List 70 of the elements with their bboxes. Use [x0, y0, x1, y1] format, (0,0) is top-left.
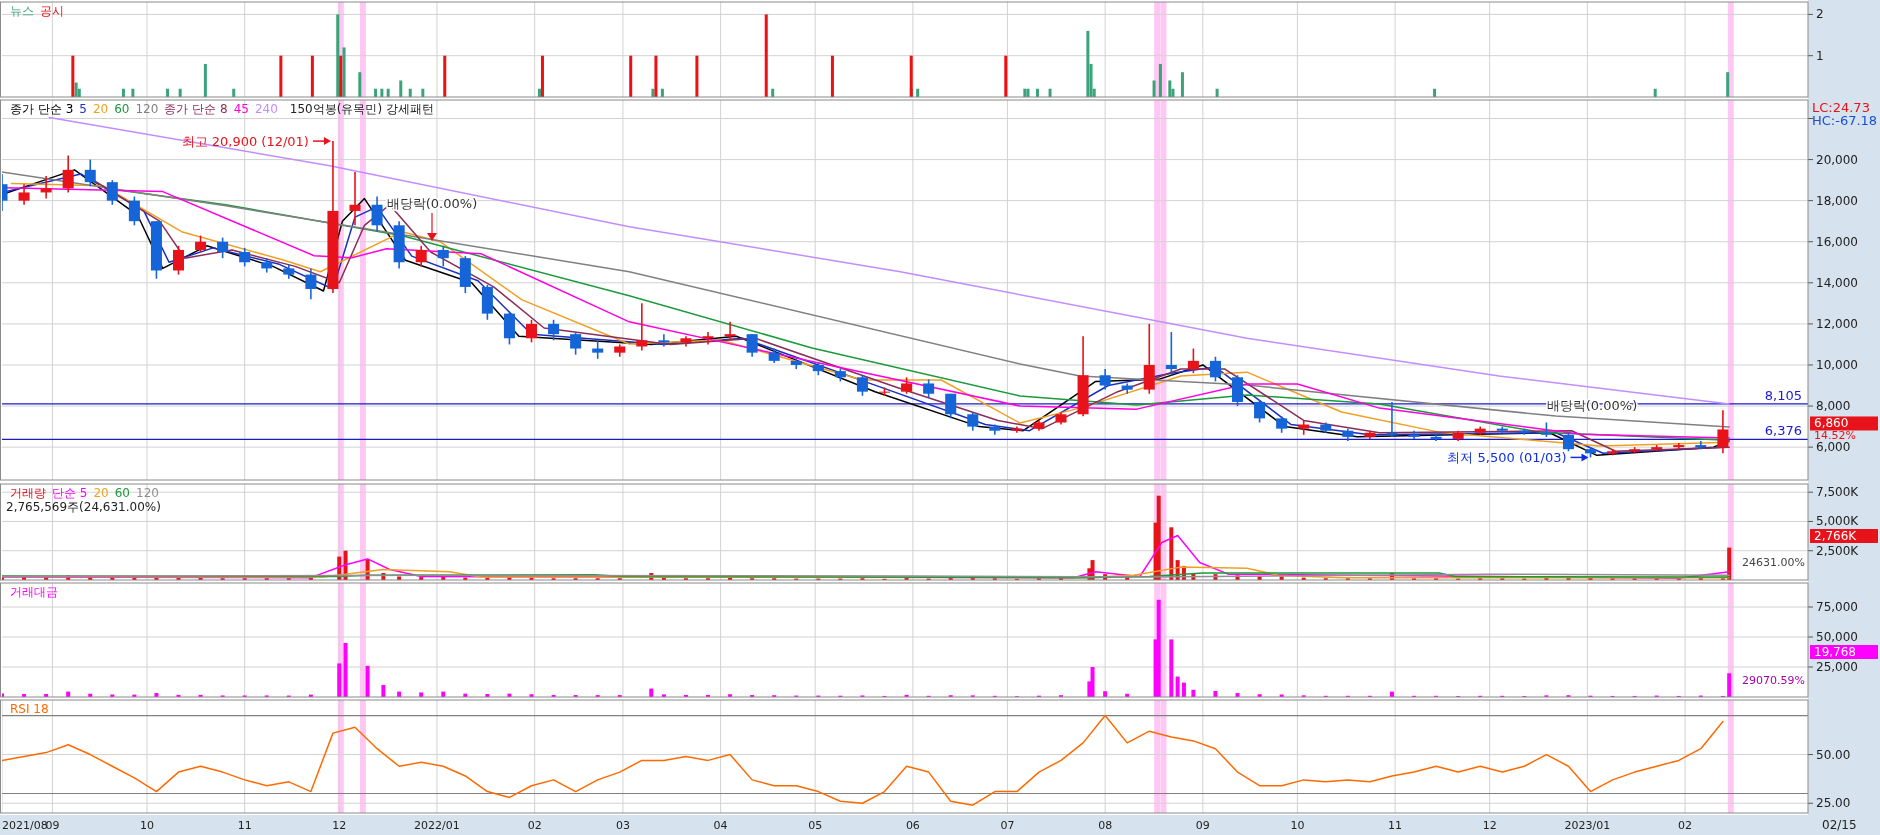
y-tick-label: 12,000 [1816, 316, 1858, 331]
y-tick-label: 8,000 [1816, 399, 1851, 414]
text: 2,766K [1814, 529, 1858, 543]
x-tick-label: 10 [139, 819, 154, 832]
annotation: 150억봉(유목민) 강세패턴 [289, 102, 434, 116]
text: 19,768 [1814, 645, 1856, 659]
x-tick-label: 2021/08 [2, 819, 48, 832]
text: 45 [233, 102, 249, 116]
text: 20 [92, 102, 109, 116]
text: 단순 5 [52, 486, 88, 500]
ref-line-label: 6,376 [1764, 423, 1802, 439]
y-tick-label: 25.00 [1816, 796, 1851, 811]
y-tick-label: 75,000 [1816, 600, 1858, 614]
text: 뉴스 [10, 4, 34, 18]
y-tick-label: 50.00 [1816, 747, 1851, 762]
text: 종가 단순 8 [164, 102, 228, 116]
y-tick-label: 1 [1816, 48, 1824, 63]
y-tick-label: 16,000 [1816, 234, 1858, 249]
annotation: 2,765,569주(24,631.00%) [6, 500, 161, 514]
text: 거래대금 [10, 585, 58, 599]
x-tick-label: 11 [237, 819, 252, 832]
text: 종가 단순 3 [10, 102, 74, 116]
x-tick-label: 02 [527, 819, 542, 832]
y-tick-label: 2 [1816, 7, 1824, 22]
x-tick-label: 11 [1388, 819, 1403, 832]
text: 공시 [40, 4, 64, 18]
y-tick-label: 18,000 [1816, 193, 1858, 208]
x-tick-label: 12 [1482, 819, 1497, 832]
text: RSI 18 [10, 702, 49, 716]
text: 14.52% [1814, 429, 1856, 443]
y-tick-label: 14,000 [1816, 275, 1858, 290]
x-tick-label: 10 [1290, 819, 1305, 832]
text: 5 [79, 102, 87, 116]
annotation: 29070.59% [1742, 674, 1805, 687]
text: 02/15 [1822, 818, 1857, 832]
text: 거래량 [10, 486, 46, 500]
text: 120 [135, 102, 159, 116]
text: 240 [254, 102, 278, 116]
text: HC:-67.18 [1812, 113, 1878, 128]
y-tick-label: 20,000 [1816, 152, 1858, 167]
y-tick-label: 5,000K [1816, 514, 1860, 529]
y-tick-label: 10,000 [1816, 357, 1858, 372]
x-tick-label: 05 [808, 819, 823, 832]
x-tick-label: 2023/01 [1564, 819, 1611, 832]
x-tick-label: 08 [1098, 819, 1113, 832]
x-tick-label: 09 [45, 819, 60, 832]
x-tick-label: 06 [905, 819, 920, 832]
text: 60 [114, 486, 131, 500]
annotation: 최저 5,500 (01/03) [1447, 450, 1567, 466]
text: 120 [136, 486, 159, 500]
x-tick-label: 07 [1000, 819, 1015, 832]
y-tick-label: 2,500K [1816, 543, 1860, 558]
annotation: 배당락(0.00%) [386, 196, 478, 211]
ref-line-label: 8,105 [1764, 387, 1802, 403]
y-tick-label: 7,500K [1816, 485, 1860, 500]
y-tick-label: 25,000 [1816, 660, 1858, 674]
x-tick-label: 03 [615, 819, 630, 832]
annotation: 최고 20,900 (12/01) [181, 134, 309, 150]
text: 20 [93, 486, 109, 500]
x-tick-label: 02 [1678, 819, 1693, 832]
x-tick-label: 12 [332, 819, 347, 832]
y-tick-label: 50,000 [1816, 630, 1858, 644]
x-tick-label: 09 [1195, 819, 1210, 832]
annotation: 24631.00% [1742, 556, 1805, 569]
y-tick-label: 6,000 [1816, 440, 1851, 455]
text: 6,860 [1814, 416, 1849, 431]
text: LC:24.73 [1812, 100, 1870, 115]
x-tick-label: 04 [713, 819, 728, 832]
x-tick-label: 2022/01 [414, 819, 460, 832]
text: 60 [114, 102, 130, 116]
